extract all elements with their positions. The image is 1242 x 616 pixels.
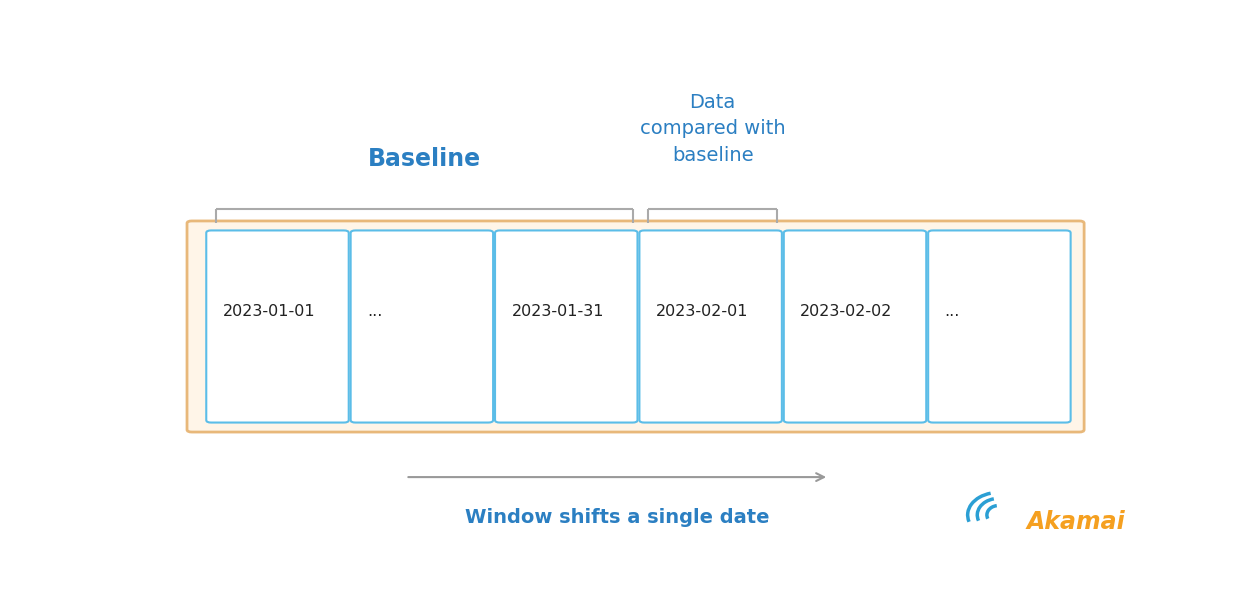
Text: Data
compared with
baseline: Data compared with baseline	[640, 93, 785, 165]
FancyBboxPatch shape	[496, 230, 637, 423]
FancyBboxPatch shape	[784, 230, 927, 423]
Text: Akamai: Akamai	[1026, 510, 1125, 534]
FancyBboxPatch shape	[188, 221, 1084, 432]
Text: Baseline: Baseline	[368, 147, 482, 171]
FancyBboxPatch shape	[206, 230, 349, 423]
Text: 2023-02-02: 2023-02-02	[800, 304, 893, 319]
Text: 2023-01-01: 2023-01-01	[222, 304, 315, 319]
Text: ...: ...	[945, 304, 960, 319]
Text: 2023-02-01: 2023-02-01	[656, 304, 748, 319]
Text: Window shifts a single date: Window shifts a single date	[465, 508, 770, 527]
FancyBboxPatch shape	[928, 230, 1071, 423]
Text: 2023-01-31: 2023-01-31	[512, 304, 604, 319]
FancyBboxPatch shape	[640, 230, 782, 423]
Text: ...: ...	[368, 304, 383, 319]
FancyBboxPatch shape	[350, 230, 493, 423]
